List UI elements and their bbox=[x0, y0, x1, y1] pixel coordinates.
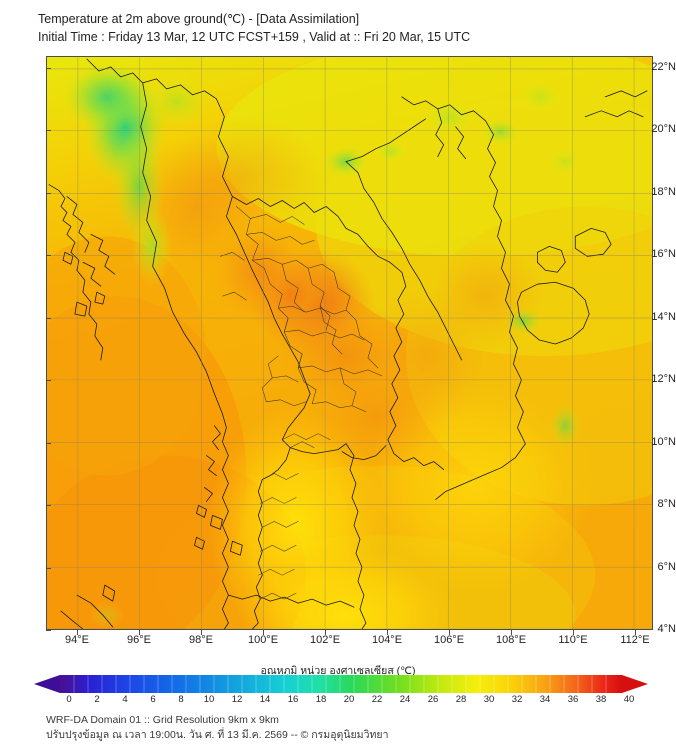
y-tick-label: 22°N bbox=[651, 61, 676, 73]
footer: WRF-DA Domain 01 :: Grid Resolution 9km … bbox=[46, 713, 646, 743]
x-tick-label: 104°E bbox=[371, 634, 403, 646]
colorbar-tick: 4 bbox=[122, 694, 128, 705]
colorbar-tick: 8 bbox=[178, 694, 184, 705]
y-tick-label: 14°N bbox=[651, 311, 676, 323]
y-tick-label: 4°N bbox=[657, 623, 676, 635]
footer-model-info: WRF-DA Domain 01 :: Grid Resolution 9km … bbox=[46, 714, 279, 726]
colorbar: อุณหภูมิ หน่วย องศาเซลเซียส (℃) bbox=[0, 662, 676, 712]
colorbar-tick: 6 bbox=[150, 694, 156, 705]
colorbar-gradient bbox=[34, 675, 648, 693]
colorbar-tick: 20 bbox=[343, 694, 355, 705]
x-tick-label: 106°E bbox=[433, 634, 465, 646]
y-tick-label: 16°N bbox=[651, 248, 676, 260]
lat-lon-gridlines bbox=[47, 57, 652, 629]
colorbar-tick: 34 bbox=[539, 694, 551, 705]
colorbar-tick: 26 bbox=[427, 694, 439, 705]
x-tick-label: 100°E bbox=[247, 634, 279, 646]
x-tick-label: 94°E bbox=[65, 634, 89, 646]
colorbar-tick: 16 bbox=[287, 694, 299, 705]
x-tick-label: 98°E bbox=[189, 634, 213, 646]
colorbar-tick: 24 bbox=[399, 694, 411, 705]
colorbar-tick: 10 bbox=[203, 694, 215, 705]
colorbar-tick: 32 bbox=[511, 694, 523, 705]
y-tick-label: 20°N bbox=[651, 123, 676, 135]
triangle-left-icon bbox=[34, 675, 60, 693]
triangle-right-icon bbox=[622, 675, 648, 693]
colorbar-tick: 22 bbox=[371, 694, 383, 705]
x-tick-label: 96°E bbox=[127, 634, 151, 646]
colorbar-tick: 12 bbox=[231, 694, 243, 705]
title-block: Temperature at 2m above ground(℃) - [Dat… bbox=[38, 10, 658, 46]
colorbar-tick: 40 bbox=[623, 694, 635, 705]
map-canvas bbox=[47, 57, 652, 629]
page-title: Temperature at 2m above ground(℃) - [Dat… bbox=[38, 12, 360, 26]
footer-attribution: ปรับปรุงข้อมูล ณ เวลา 19:00น. วัน ศ. ที่… bbox=[46, 729, 389, 741]
x-tick-label: 110°E bbox=[558, 634, 588, 646]
y-tick-label: 10°N bbox=[651, 436, 676, 448]
x-tick-label: 108°E bbox=[495, 634, 527, 646]
y-tick-label: 8°N bbox=[657, 498, 676, 510]
colorbar-tick: 28 bbox=[455, 694, 467, 705]
colorbar-tick: 14 bbox=[259, 694, 271, 705]
colorbar-tick: 30 bbox=[483, 694, 495, 705]
map-plot-area[interactable] bbox=[46, 56, 653, 630]
colorbar-tick-labels: 0 2 4 6 8 10 12 14 16 18 20 22 24 26 28 … bbox=[0, 694, 676, 708]
title-subtitle: Initial Time : Friday 13 Mar, 12 UTC FCS… bbox=[38, 30, 471, 44]
colorbar-tick: 36 bbox=[567, 694, 579, 705]
colorbar-tick: 2 bbox=[94, 694, 100, 705]
colorbar-tick: 38 bbox=[595, 694, 607, 705]
colorbar-caption: อุณหภูมิ หน่วย องศาเซลเซียส (℃) bbox=[260, 665, 416, 677]
coastline-overlay bbox=[48, 58, 648, 629]
colorbar-tick: 0 bbox=[66, 694, 72, 705]
y-tick-label: 12°N bbox=[651, 373, 676, 385]
y-tick-label: 6°N bbox=[657, 561, 676, 573]
colorbar-tick: 18 bbox=[315, 694, 327, 705]
x-tick-label: 112°E bbox=[620, 634, 650, 646]
x-tick-label: 102°E bbox=[309, 634, 341, 646]
temperature-field bbox=[47, 57, 652, 629]
y-tick-label: 18°N bbox=[651, 186, 676, 198]
